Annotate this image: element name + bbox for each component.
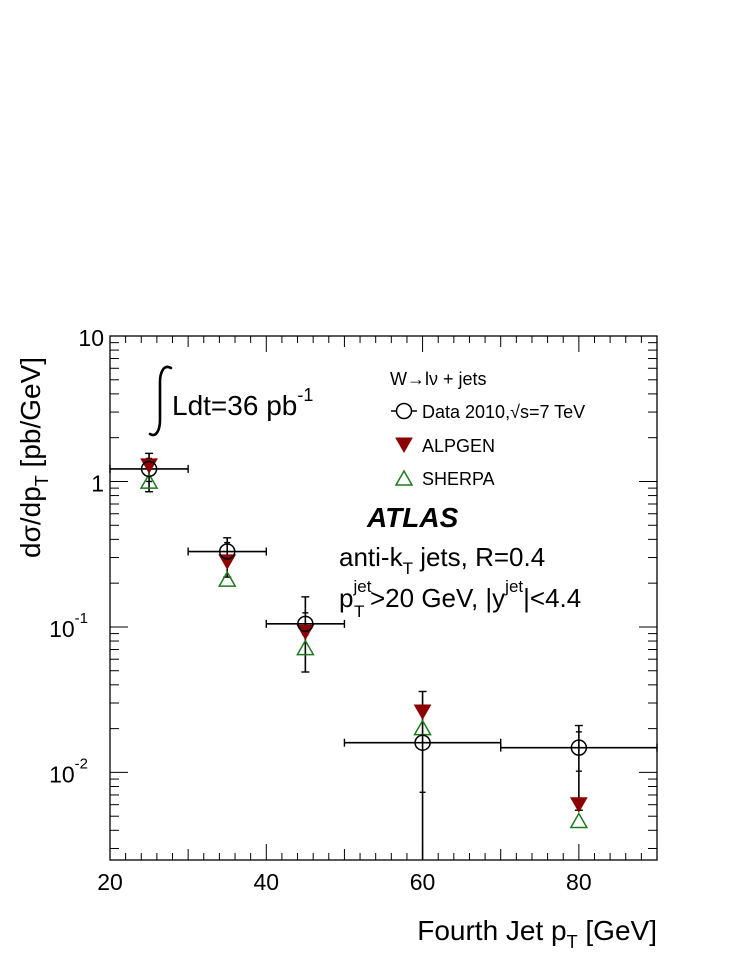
jets-annotation: anti-kT jets, R=0.4 [339, 542, 545, 578]
ticks: 20 40 60 80 10-2 10-1 1 10 [49, 325, 658, 895]
integral-sign [148, 365, 173, 437]
x-tick-label: 40 [253, 869, 279, 895]
legend-sherpa-marker [394, 469, 414, 486]
x-tick-label: 20 [97, 869, 123, 895]
legend-entry-sherpa: SHERPA [394, 469, 495, 489]
cut-annotation: pjet T >20 GeV, |yjet|<4.4 [339, 577, 581, 621]
x-tick-label: 80 [566, 869, 592, 895]
y-tick-label: 10-1 [49, 610, 88, 642]
legend-data-marker [395, 402, 413, 420]
data-marker [570, 739, 588, 756]
luminosity-text: Ldt=36 pb-1 [172, 385, 313, 421]
legend-entry-data: Data 2010,√s=7 TeV [391, 402, 585, 422]
y-tick-label: 10-2 [49, 755, 88, 787]
x-axis-title: Fourth Jet pT [GeV] [417, 915, 657, 952]
sherpa-point [296, 639, 315, 656]
legend-title: W→lν + jets [390, 369, 487, 389]
sherpa-point [217, 570, 237, 587]
legend-alpgen-label: ALPGEN [422, 436, 495, 456]
legend: W→lν + jets Data 2010,√s=7 TeV ALPGEN SH… [390, 369, 585, 489]
legend-entry-alpgen: ALPGEN [395, 436, 495, 456]
data-marker [297, 615, 314, 633]
legend-sherpa-label: SHERPA [422, 469, 495, 489]
data-marker [414, 734, 431, 751]
sherpa-point [139, 472, 159, 489]
x-tick-label: 60 [410, 869, 436, 895]
atlas-label: ATLAS [366, 502, 459, 533]
data-marker [140, 460, 158, 478]
alpgen-point [569, 797, 588, 813]
sherpa-point [569, 811, 589, 829]
y-tick-label: 1 [91, 470, 104, 496]
y-axis-title: dσ/dpT [pb/GeV] [15, 357, 52, 558]
alpgen-point [413, 704, 432, 721]
legend-data-label: Data 2010,√s=7 TeV [422, 402, 585, 422]
alpgen-point [296, 624, 315, 641]
luminosity-annotation: Ldt=36 pb-1 [148, 365, 313, 437]
data-marker [218, 543, 236, 560]
y-tick-label: 10 [78, 325, 104, 351]
marks [109, 452, 658, 860]
legend-alpgen-marker [395, 437, 413, 454]
plot-frame [109, 335, 658, 861]
